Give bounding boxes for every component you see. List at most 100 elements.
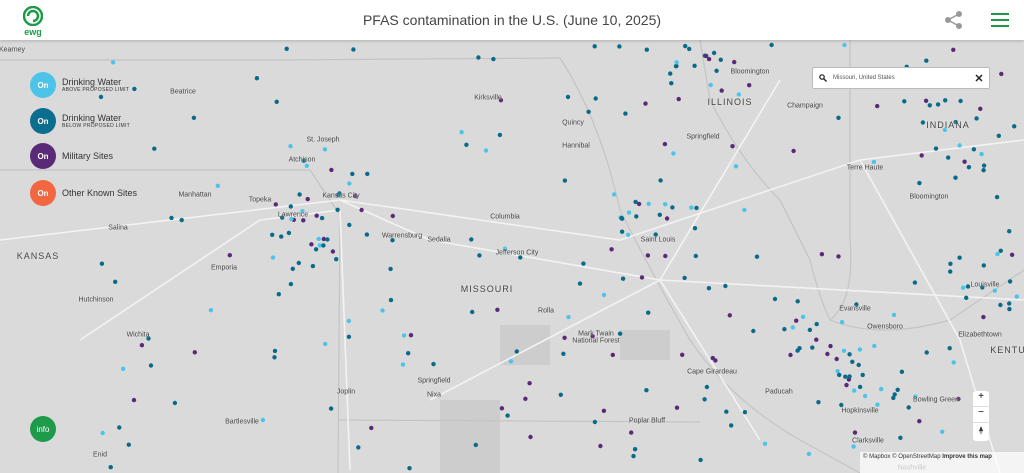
site-marker[interactable] bbox=[708, 82, 713, 88]
site-marker[interactable] bbox=[828, 343, 833, 349]
site-marker[interactable] bbox=[305, 196, 310, 202]
site-marker[interactable] bbox=[966, 165, 972, 170]
site-marker[interactable] bbox=[581, 261, 586, 266]
info-button[interactable]: info bbox=[30, 416, 56, 442]
site-marker[interactable] bbox=[951, 47, 956, 52]
menu-icon[interactable] bbox=[991, 13, 1009, 27]
site-marker[interactable] bbox=[935, 102, 941, 107]
site-marker[interactable] bbox=[794, 318, 799, 323]
site-marker[interactable] bbox=[933, 146, 939, 151]
site-marker[interactable] bbox=[669, 81, 674, 86]
site-marker[interactable] bbox=[981, 263, 986, 268]
attribution-improve[interactable]: Improve this map bbox=[942, 454, 992, 460]
site-marker[interactable] bbox=[562, 335, 567, 340]
site-marker[interactable] bbox=[927, 103, 932, 108]
site-marker[interactable] bbox=[698, 457, 703, 463]
site-marker[interactable] bbox=[631, 453, 636, 459]
site-marker[interactable] bbox=[459, 130, 464, 135]
site-marker[interactable] bbox=[872, 343, 877, 349]
site-marker[interactable] bbox=[169, 215, 174, 221]
site-marker[interactable] bbox=[854, 302, 859, 307]
site-marker[interactable] bbox=[692, 63, 697, 68]
site-marker[interactable] bbox=[742, 410, 748, 415]
site-marker[interactable] bbox=[957, 255, 962, 260]
site-marker[interactable] bbox=[593, 96, 598, 101]
site-marker[interactable] bbox=[284, 46, 289, 51]
site-marker[interactable] bbox=[300, 209, 305, 214]
site-marker[interactable] bbox=[852, 388, 857, 393]
site-marker[interactable] bbox=[843, 374, 848, 379]
site-marker[interactable] bbox=[892, 392, 897, 397]
site-marker[interactable] bbox=[514, 349, 519, 354]
site-marker[interactable] bbox=[279, 234, 284, 239]
site-marker[interactable] bbox=[844, 382, 849, 388]
site-marker[interactable] bbox=[806, 451, 812, 457]
site-marker[interactable] bbox=[847, 352, 852, 357]
site-marker[interactable] bbox=[971, 147, 977, 152]
site-marker[interactable] bbox=[898, 435, 903, 440]
site-marker[interactable] bbox=[288, 281, 294, 287]
site-marker[interactable] bbox=[323, 341, 328, 347]
site-marker[interactable] bbox=[346, 318, 351, 324]
site-marker[interactable] bbox=[791, 148, 796, 154]
site-marker[interactable] bbox=[994, 194, 1000, 200]
site-marker[interactable] bbox=[839, 319, 845, 325]
site-marker[interactable] bbox=[272, 355, 277, 360]
site-marker[interactable] bbox=[191, 115, 197, 121]
site-marker[interactable] bbox=[335, 207, 340, 212]
site-marker[interactable] bbox=[388, 297, 394, 303]
site-marker[interactable] bbox=[742, 207, 747, 213]
site-marker[interactable] bbox=[108, 465, 113, 470]
site-marker[interactable] bbox=[689, 205, 694, 210]
site-marker[interactable] bbox=[891, 395, 896, 401]
site-marker[interactable] bbox=[782, 327, 787, 332]
site-marker[interactable] bbox=[704, 53, 709, 59]
site-marker[interactable] bbox=[957, 143, 962, 148]
site-marker[interactable] bbox=[619, 229, 625, 234]
site-marker[interactable] bbox=[981, 314, 986, 320]
site-marker[interactable] bbox=[646, 310, 651, 315]
site-marker[interactable] bbox=[953, 175, 958, 180]
site-marker[interactable] bbox=[1009, 252, 1015, 257]
site-marker[interactable] bbox=[626, 210, 632, 215]
site-marker[interactable] bbox=[917, 180, 922, 186]
site-marker[interactable] bbox=[871, 159, 877, 165]
site-marker[interactable] bbox=[626, 232, 631, 237]
site-marker[interactable] bbox=[121, 366, 126, 371]
site-marker[interactable] bbox=[860, 372, 865, 378]
site-marker[interactable] bbox=[965, 284, 971, 289]
site-marker[interactable] bbox=[924, 350, 929, 355]
site-marker[interactable] bbox=[1014, 294, 1019, 299]
site-marker[interactable] bbox=[464, 142, 469, 147]
attribution-osm[interactable]: © OpenStreetMap bbox=[892, 454, 941, 460]
site-marker[interactable] bbox=[980, 285, 985, 290]
site-marker[interactable] bbox=[646, 201, 651, 206]
site-marker[interactable] bbox=[639, 275, 645, 280]
site-marker[interactable] bbox=[733, 164, 739, 169]
site-marker[interactable] bbox=[706, 286, 712, 291]
site-marker[interactable] bbox=[943, 98, 948, 103]
site-marker[interactable] bbox=[958, 98, 963, 104]
site-marker[interactable] bbox=[328, 406, 334, 411]
site-marker[interactable] bbox=[895, 387, 900, 392]
site-marker[interactable] bbox=[280, 215, 285, 220]
site-marker[interactable] bbox=[272, 348, 278, 354]
site-marker[interactable] bbox=[847, 374, 852, 379]
site-marker[interactable] bbox=[152, 146, 157, 151]
site-marker[interactable] bbox=[364, 232, 370, 237]
site-marker[interactable] bbox=[473, 442, 478, 448]
site-marker[interactable] bbox=[961, 285, 966, 290]
site-marker[interactable] bbox=[1007, 306, 1012, 312]
site-marker[interactable] bbox=[842, 42, 847, 48]
site-marker[interactable] bbox=[644, 47, 649, 52]
site-marker[interactable] bbox=[407, 466, 412, 471]
site-marker[interactable] bbox=[350, 171, 355, 177]
toggle-button[interactable]: On bbox=[30, 180, 56, 206]
site-marker[interactable] bbox=[620, 276, 626, 281]
site-marker[interactable] bbox=[788, 352, 793, 358]
clear-icon[interactable] bbox=[975, 74, 983, 82]
site-marker[interactable] bbox=[317, 243, 323, 248]
site-marker[interactable] bbox=[816, 400, 821, 405]
site-marker[interactable] bbox=[978, 106, 983, 112]
search-box[interactable]: Missouri, United States bbox=[812, 67, 990, 89]
